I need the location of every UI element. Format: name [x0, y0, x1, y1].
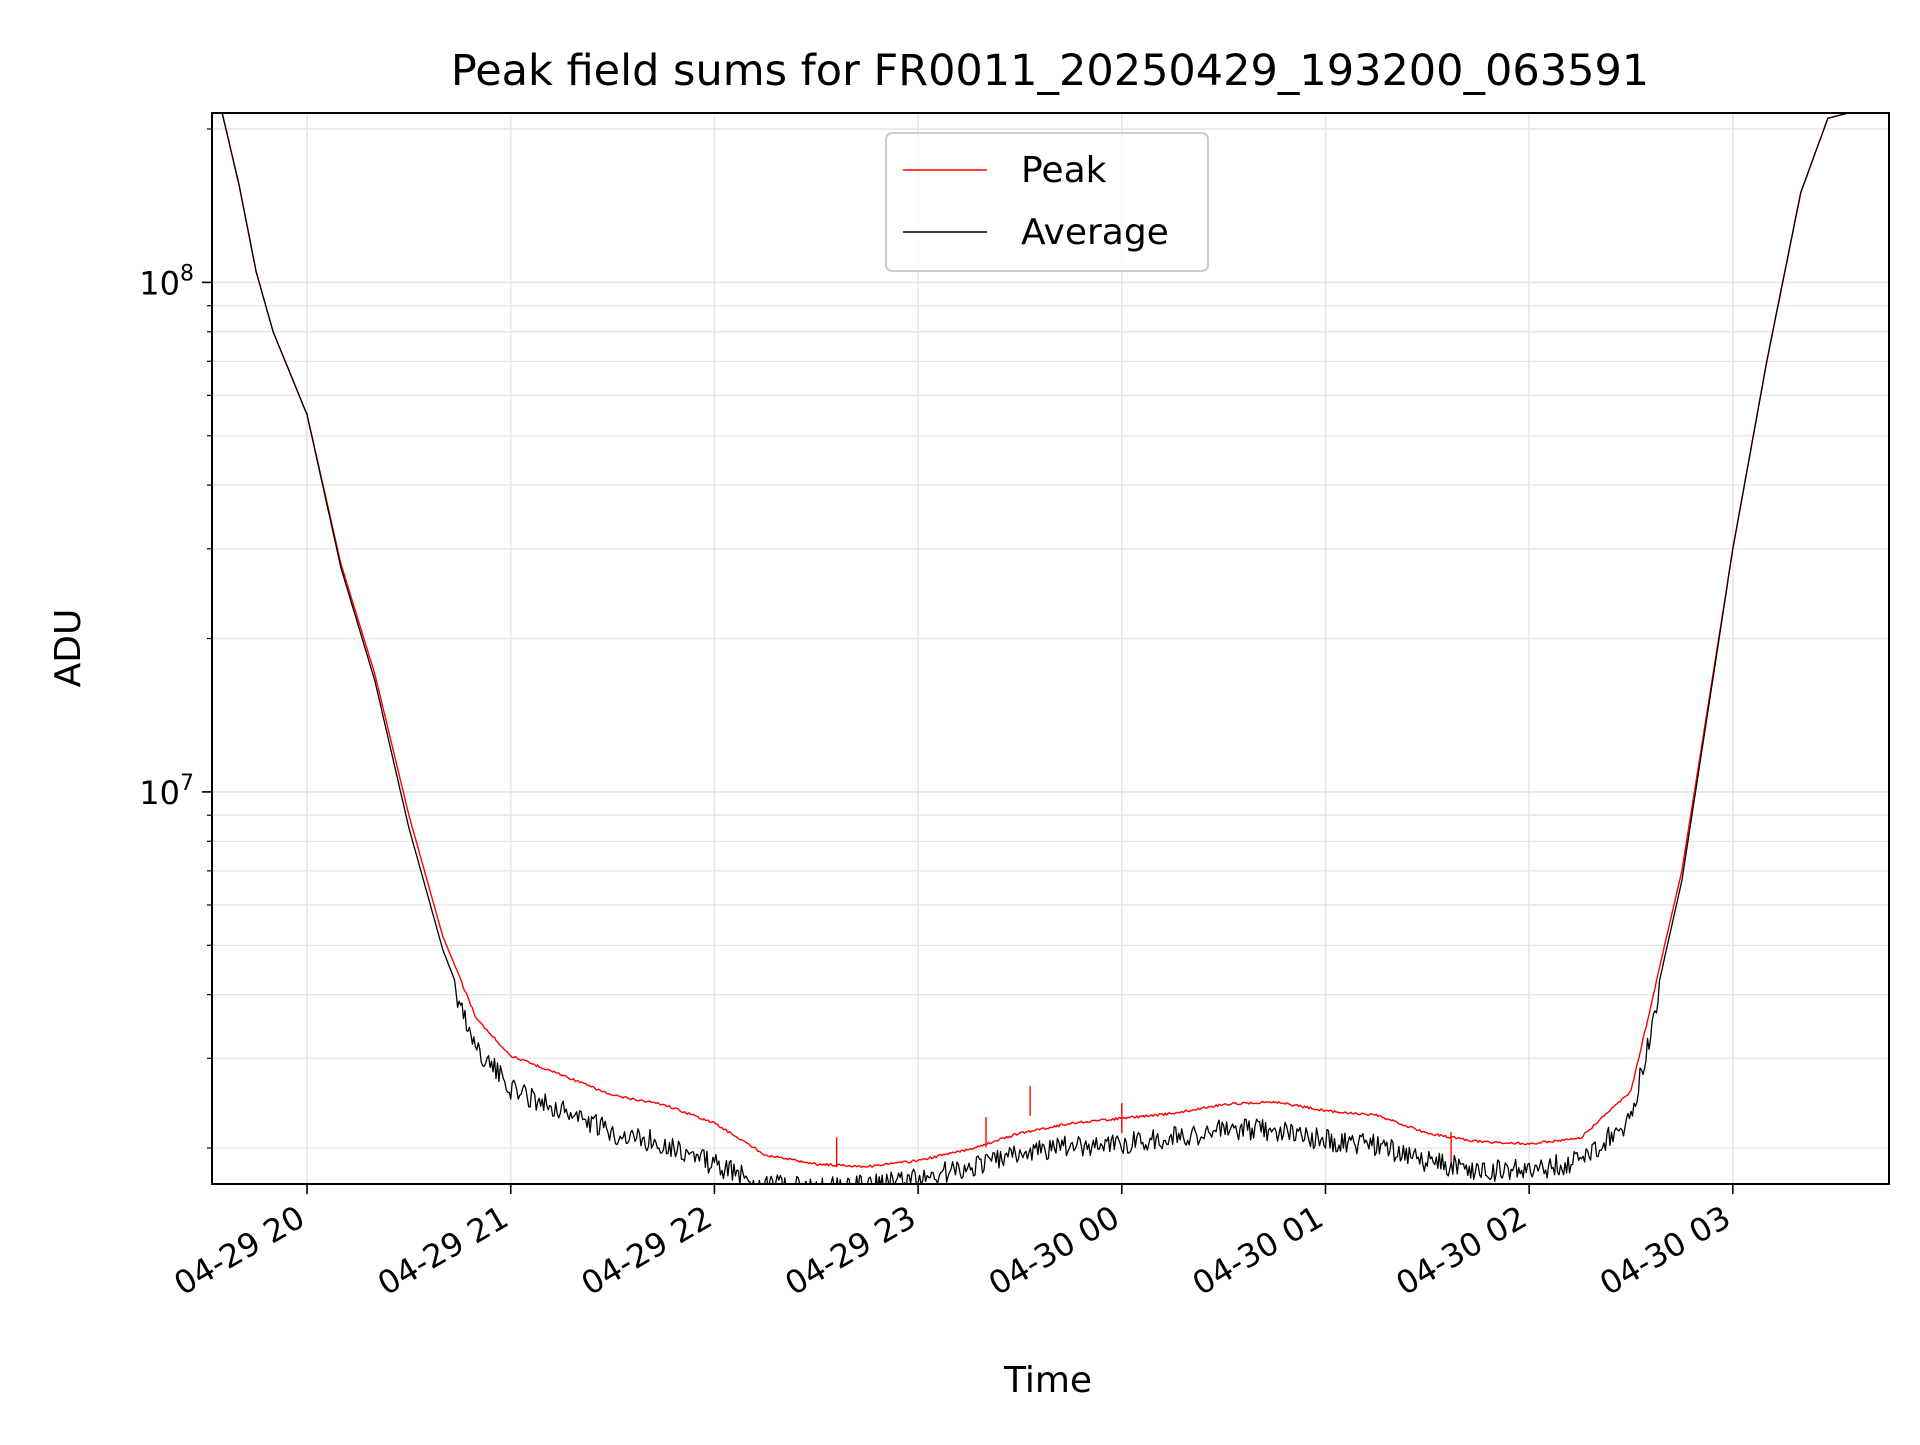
- legend: Peak Average: [885, 132, 1209, 272]
- grid: [212, 113, 1889, 1184]
- plot-frame: [211, 112, 1890, 1185]
- legend-box: [885, 132, 1209, 272]
- plot-area: [212, 113, 1889, 1184]
- legend-label-average: Average: [1021, 212, 1169, 253]
- y-tick-label: 108: [139, 261, 194, 302]
- chart-title: Peak field sums for FR0011_20250429_1932…: [451, 46, 1649, 96]
- series-line-peak: [212, 113, 1889, 1169]
- series-line-average: [212, 113, 1889, 1184]
- y-axis-label: ADU: [48, 609, 89, 688]
- x-axis-label: Time: [1003, 1360, 1092, 1401]
- y-tick-label: 107: [139, 771, 194, 812]
- legend-label-peak: Peak: [1021, 150, 1107, 191]
